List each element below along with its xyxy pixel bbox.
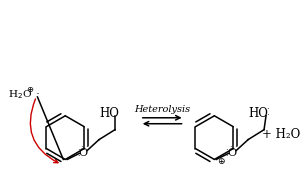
Text: ·: · [266,105,268,114]
Text: ·: · [77,152,80,161]
FancyArrowPatch shape [30,99,58,163]
Text: ·: · [225,152,228,161]
Text: HO: HO [99,107,119,120]
Text: ·: · [229,143,232,152]
Text: ⊕: ⊕ [218,157,225,166]
Text: Heterolysis: Heterolysis [134,105,190,114]
Text: HO: HO [248,107,268,120]
Text: ·: · [234,143,237,152]
Text: ·: · [77,146,80,155]
Text: O: O [79,148,88,158]
Text: + H₂O: + H₂O [262,128,300,141]
Text: ·: · [225,146,228,155]
Text: ·: · [85,143,88,152]
Text: ··: ·· [35,90,40,100]
Text: ·: · [80,143,83,152]
Text: O: O [228,148,237,158]
Text: ⊕: ⊕ [26,85,33,93]
Text: H$_2$O: H$_2$O [8,88,32,101]
Text: ·: · [266,111,268,120]
